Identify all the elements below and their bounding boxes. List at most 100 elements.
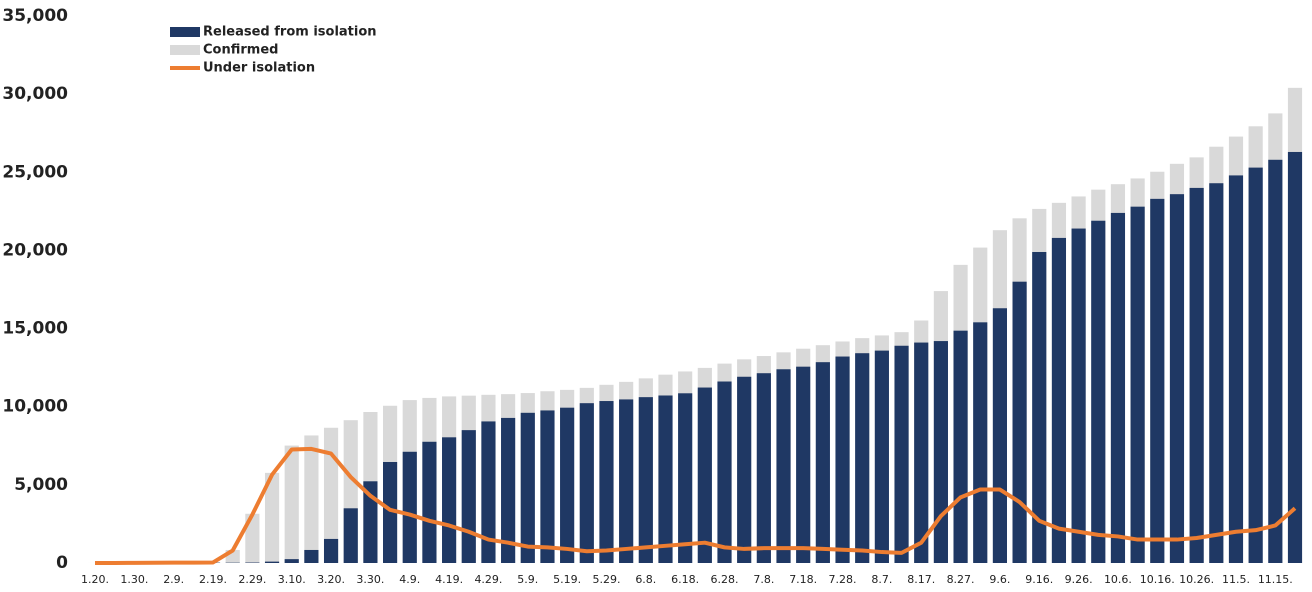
x-tick-label: 10.6. (1104, 573, 1132, 586)
x-tick-label: 5.19. (553, 573, 581, 586)
bar (697, 387, 712, 563)
bar (756, 373, 771, 563)
x-tick-label: 7.8. (753, 573, 774, 586)
bar (1091, 220, 1106, 563)
bar (638, 397, 653, 563)
legend-swatch (170, 45, 200, 55)
bar (973, 322, 988, 563)
bar (658, 395, 673, 563)
bar (737, 376, 752, 563)
bar (323, 427, 339, 563)
bar (461, 430, 476, 563)
y-tick-label: 15,000 (2, 319, 68, 339)
x-tick-label: 4.19. (435, 573, 463, 586)
bar (678, 393, 693, 563)
bar (579, 403, 594, 563)
bar (304, 435, 319, 563)
bar (1189, 187, 1204, 563)
bar (1268, 159, 1283, 564)
bar (560, 407, 575, 563)
y-tick-label: 25,000 (2, 162, 68, 182)
bar (501, 417, 516, 563)
bar (914, 342, 929, 563)
bar (874, 350, 889, 563)
x-tick-label: 8.7. (871, 573, 892, 586)
bar (1287, 151, 1303, 563)
bar (520, 412, 535, 563)
bar (933, 341, 948, 563)
bar (422, 441, 437, 563)
x-tick-label: 10.16. (1140, 573, 1175, 586)
bar (245, 513, 260, 563)
bar (619, 399, 634, 563)
bar (796, 366, 811, 563)
bar (284, 445, 299, 563)
x-tick-label: 9.6. (989, 573, 1010, 586)
x-tick-label: 7.28. (829, 573, 857, 586)
bar (1012, 281, 1027, 563)
bar (284, 559, 299, 563)
bar (442, 437, 457, 563)
x-tick-label: 2.19. (199, 573, 227, 586)
bar (599, 401, 614, 563)
bar (1032, 251, 1047, 563)
x-tick-label: 3.20. (317, 573, 345, 586)
bar (481, 421, 496, 563)
bar (540, 410, 555, 563)
bar (835, 356, 850, 563)
bar (1150, 198, 1165, 563)
x-tick-label: 2.29. (238, 573, 266, 586)
x-tick-label: 11.5. (1222, 573, 1250, 586)
x-tick-label: 6.8. (635, 573, 656, 586)
x-tick-label: 5.9. (517, 573, 538, 586)
y-tick-label: 5,000 (14, 475, 68, 495)
legend-label: Under isolation (203, 61, 315, 76)
bar (1130, 206, 1145, 563)
x-tick-label: 6.28. (711, 573, 739, 586)
bar (1169, 194, 1185, 563)
bar (264, 561, 280, 563)
x-tick-label: 2.9. (163, 573, 184, 586)
bar (953, 330, 968, 563)
x-tick-label: 6.18. (671, 573, 699, 586)
bar (383, 461, 398, 563)
x-tick-label: 8.27. (947, 573, 975, 586)
bar (402, 451, 417, 563)
bar (1110, 212, 1126, 564)
legend-label: Confirmed (203, 43, 278, 58)
x-tick-label: 9.26. (1065, 573, 1093, 586)
bar (363, 481, 378, 563)
x-tick-label: 8.17. (907, 573, 935, 586)
x-tick-label: 10.26. (1179, 573, 1214, 586)
bar (1209, 183, 1224, 563)
bar (1228, 175, 1244, 563)
bar (894, 345, 909, 563)
bar (304, 549, 319, 563)
legend-swatch (170, 27, 200, 37)
x-tick-label: 3.30. (356, 573, 384, 586)
legend-label: Released from isolation (203, 25, 377, 40)
x-tick-label: 3.10. (278, 573, 306, 586)
bar (1051, 237, 1067, 563)
bar (776, 369, 791, 563)
x-tick-label: 11.15. (1258, 573, 1293, 586)
bar (323, 538, 339, 563)
bar (343, 508, 358, 563)
x-tick-label: 7.18. (789, 573, 817, 586)
bar (815, 362, 830, 563)
line (94, 446, 1297, 565)
bar (992, 308, 1007, 563)
x-tick-label: 1.20. (81, 573, 109, 586)
y-tick-label: 0 (56, 553, 68, 573)
bar (264, 472, 280, 563)
y-tick-label: 30,000 (2, 84, 68, 104)
bar (1071, 228, 1086, 563)
y-tick-label: 10,000 (2, 397, 68, 417)
bar (717, 381, 732, 563)
bar (1248, 167, 1263, 563)
x-tick-label: 1.30. (120, 573, 148, 586)
x-tick-label: 4.29. (474, 573, 502, 586)
y-tick-label: 35,000 (2, 6, 68, 26)
x-tick-label: 4.9. (399, 573, 420, 586)
